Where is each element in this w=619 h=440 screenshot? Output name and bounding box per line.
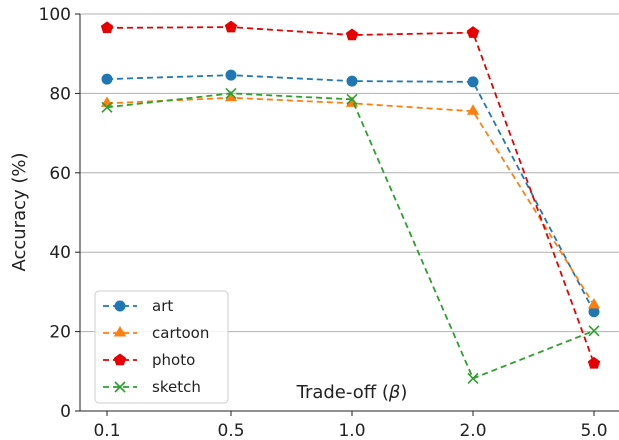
y-tick-label-5: 100 <box>39 5 71 25</box>
x-axis-label-prefix: Trade-off ( <box>296 382 389 403</box>
y-tick-label-1: 20 <box>49 323 71 343</box>
x-tick-label-3: 2.0 <box>459 421 486 440</box>
point-art-1 <box>225 69 237 81</box>
point-sketch-3 <box>467 372 479 385</box>
point-sketch-1 <box>225 87 237 99</box>
point-sketch-0 <box>101 101 113 113</box>
point-art-3 <box>467 76 479 88</box>
legend-label-sketch: sketch <box>152 378 201 396</box>
point-photo-4 <box>587 356 601 369</box>
legend-box <box>94 290 229 404</box>
point-cartoon-4 <box>587 298 601 309</box>
point-sketch-2 <box>346 93 358 105</box>
point-photo-1 <box>224 20 238 33</box>
y-tick-label-4: 80 <box>49 84 71 104</box>
x-axis-label-suffix: ) <box>400 382 407 403</box>
x-tick-label-4: 5.0 <box>580 421 607 440</box>
series-art <box>101 69 600 318</box>
legend: art cartoon photo sketch <box>94 290 229 404</box>
y-tick-label-2: 40 <box>49 243 71 263</box>
x-tick-label-1: 0.5 <box>217 421 244 440</box>
point-art-4 <box>588 306 600 318</box>
y-axis-label: Accuracy (%) <box>9 152 30 271</box>
series-sketch <box>101 87 600 385</box>
point-photo-2 <box>345 28 359 41</box>
point-art-0 <box>101 73 113 85</box>
point-photo-0 <box>100 21 114 34</box>
legend-marker-art <box>114 300 126 312</box>
point-sketch-4 <box>588 325 600 337</box>
y-axis-ticks: 0 20 40 60 80 100 <box>39 5 80 422</box>
point-cartoon-1 <box>224 90 238 102</box>
legend-marker-cartoon <box>113 326 127 337</box>
y-tick-label-0: 0 <box>60 402 71 422</box>
point-cartoon-3 <box>466 104 480 115</box>
legend-label-cartoon: cartoon <box>152 324 209 342</box>
legend-marker-sketch <box>114 381 126 393</box>
legend-marker-photo <box>113 353 127 366</box>
legend-label-art: art <box>152 297 173 315</box>
x-axis-label-symbol: β <box>388 382 401 403</box>
x-axis-ticks: 0.1 0.5 1.0 2.0 5.0 <box>93 411 608 440</box>
x-tick-label-2: 1.0 <box>338 421 365 440</box>
series-group <box>100 20 601 385</box>
y-tick-label-3: 60 <box>49 164 71 184</box>
point-art-2 <box>346 75 358 87</box>
x-tick-label-0: 0.1 <box>93 421 120 440</box>
series-photo <box>100 20 601 369</box>
legend-label-photo: photo <box>152 351 195 369</box>
point-photo-3 <box>466 26 480 38</box>
x-axis-label: Trade-off (β) <box>296 382 408 403</box>
